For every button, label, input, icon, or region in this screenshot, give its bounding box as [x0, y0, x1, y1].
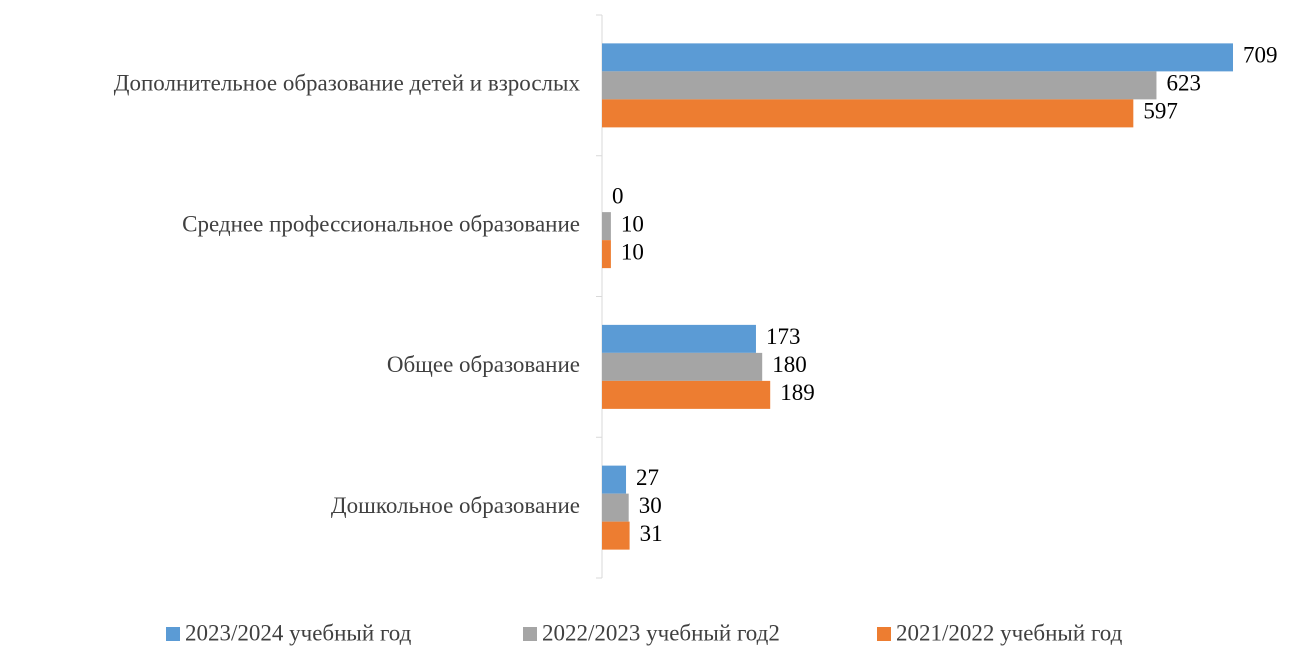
legend-label: 2021/2022 учебный год — [896, 620, 1123, 645]
legend-swatch — [877, 627, 891, 641]
bar — [602, 465, 627, 494]
bar — [602, 352, 763, 381]
bar — [602, 521, 630, 550]
bar — [602, 71, 1157, 100]
value-label: 27 — [636, 465, 659, 490]
value-label: 10 — [621, 239, 644, 264]
value-label: 623 — [1166, 71, 1201, 96]
category-label: Общее образование — [387, 352, 580, 377]
value-label: 189 — [780, 380, 815, 405]
category-label: Дошкольное образование — [331, 493, 580, 518]
bar — [602, 493, 629, 522]
bar — [602, 43, 1233, 72]
bar — [602, 99, 1134, 128]
value-label: 10 — [621, 211, 644, 236]
legend-swatch — [166, 627, 180, 641]
value-label: 180 — [772, 352, 807, 377]
value-label: 31 — [640, 521, 663, 546]
category-label: Среднее профессиональное образование — [182, 211, 580, 236]
bar — [602, 240, 611, 269]
legend-label: 2022/2023 учебный год2 — [542, 620, 780, 645]
value-label: 30 — [639, 493, 662, 518]
category-label: Дополнительное образование детей и взрос… — [114, 71, 581, 96]
value-label: 709 — [1243, 43, 1278, 68]
bar — [602, 324, 756, 353]
bar — [602, 212, 611, 241]
value-label: 0 — [612, 183, 624, 208]
legend-swatch — [523, 627, 537, 641]
value-label: 597 — [1143, 99, 1178, 124]
value-label: 173 — [766, 324, 801, 349]
legend-label: 2023/2024 учебный год — [185, 620, 412, 645]
bar — [602, 380, 771, 409]
